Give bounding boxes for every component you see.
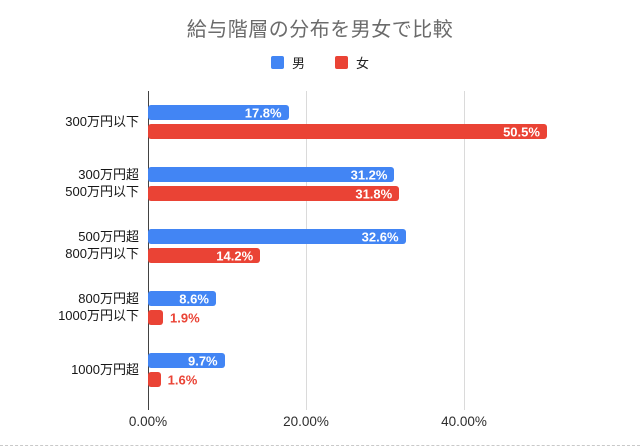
bar-value-label: 14.2% [216, 248, 254, 263]
bar-pair: 8.6% 1.9% [148, 291, 622, 325]
bar-value-label: 31.2% [350, 167, 388, 182]
legend: 男 女 [0, 53, 640, 71]
chart-row: 800万円超 1000万円以下 8.6% 1.9% [0, 277, 640, 339]
bar-value-label: 32.6% [361, 229, 399, 244]
chart-row: 500万円超 800万円以下 32.6% 14.2% [0, 215, 640, 277]
bar-value-label: 17.8% [244, 105, 282, 120]
male-bar[interactable]: 17.8% [148, 105, 289, 120]
chart-row: 300万円以下 17.8% 50.5% [0, 91, 640, 153]
chart-row: 1000万円超 9.7% 1.6% [0, 339, 640, 401]
bar-value-label: 31.8% [355, 186, 393, 201]
female-legend-swatch-icon [335, 55, 348, 69]
legend-label-male: 男 [291, 55, 305, 71]
female-bar[interactable]: 31.8% [148, 186, 400, 201]
category-label: 300万円以下 [65, 113, 139, 129]
bottom-dashed-line [0, 445, 640, 446]
category-label: 300万円超 500万円以下 [65, 167, 139, 199]
female-bar[interactable]: 1.9% [148, 310, 200, 325]
male-bar[interactable]: 31.2% [148, 167, 395, 182]
bar-pair: 32.6% 14.2% [148, 229, 622, 263]
chart-row: 300万円超 500万円以下 31.2% 31.8% [0, 153, 640, 215]
legend-label-female: 女 [356, 55, 370, 71]
legend-item-male[interactable]: 男 [270, 53, 305, 72]
bar-pair: 17.8% 50.5% [148, 105, 622, 139]
female-bar[interactable]: 14.2% [148, 248, 261, 263]
gridline [463, 91, 465, 410]
category-label: 800万円超 1000万円以下 [58, 291, 139, 323]
x-tick-label: 20.00% [283, 414, 329, 429]
chart-rows: 300万円以下 17.8% 50.5% 300万円超 500万円以下 31.2% 31.8… [0, 91, 640, 401]
bar-pair: 9.7% 1.6% [148, 353, 622, 387]
x-axis: 0.00% 20.00% 40.00% [129, 414, 622, 434]
male-bar[interactable]: 8.6% [148, 291, 216, 306]
chart-title: 給与階層の分布を男女で比較 [186, 19, 454, 41]
bar-chart-plot-area: 300万円以下 17.8% 50.5% 300万円超 500万円以下 31.2% 31.8… [0, 91, 640, 410]
x-tick-label: 40.00% [441, 414, 487, 429]
category-label: 1000万円超 [71, 361, 139, 377]
bar-value-label: 50.5% [503, 124, 540, 139]
legend-item-female[interactable]: 女 [335, 53, 369, 72]
male-legend-swatch-icon [270, 55, 284, 69]
male-bar[interactable]: 32.6% [148, 229, 406, 244]
bar-value-label: 1.9% [170, 310, 200, 325]
bar-value-label: 9.7% [187, 353, 218, 368]
male-bar[interactable]: 9.7% [148, 353, 225, 368]
x-tick-label: 0.00% [128, 414, 168, 429]
category-label: 500万円超 800万円以下 [65, 229, 139, 261]
bar-pair: 31.2% 31.8% [148, 167, 622, 201]
female-bar[interactable]: 50.5% [148, 124, 547, 139]
gridline [305, 91, 307, 410]
bar-value-label: 1.6% [167, 372, 198, 387]
female-bar[interactable]: 1.6% [148, 372, 197, 387]
bar-value-label: 8.6% [179, 291, 209, 306]
